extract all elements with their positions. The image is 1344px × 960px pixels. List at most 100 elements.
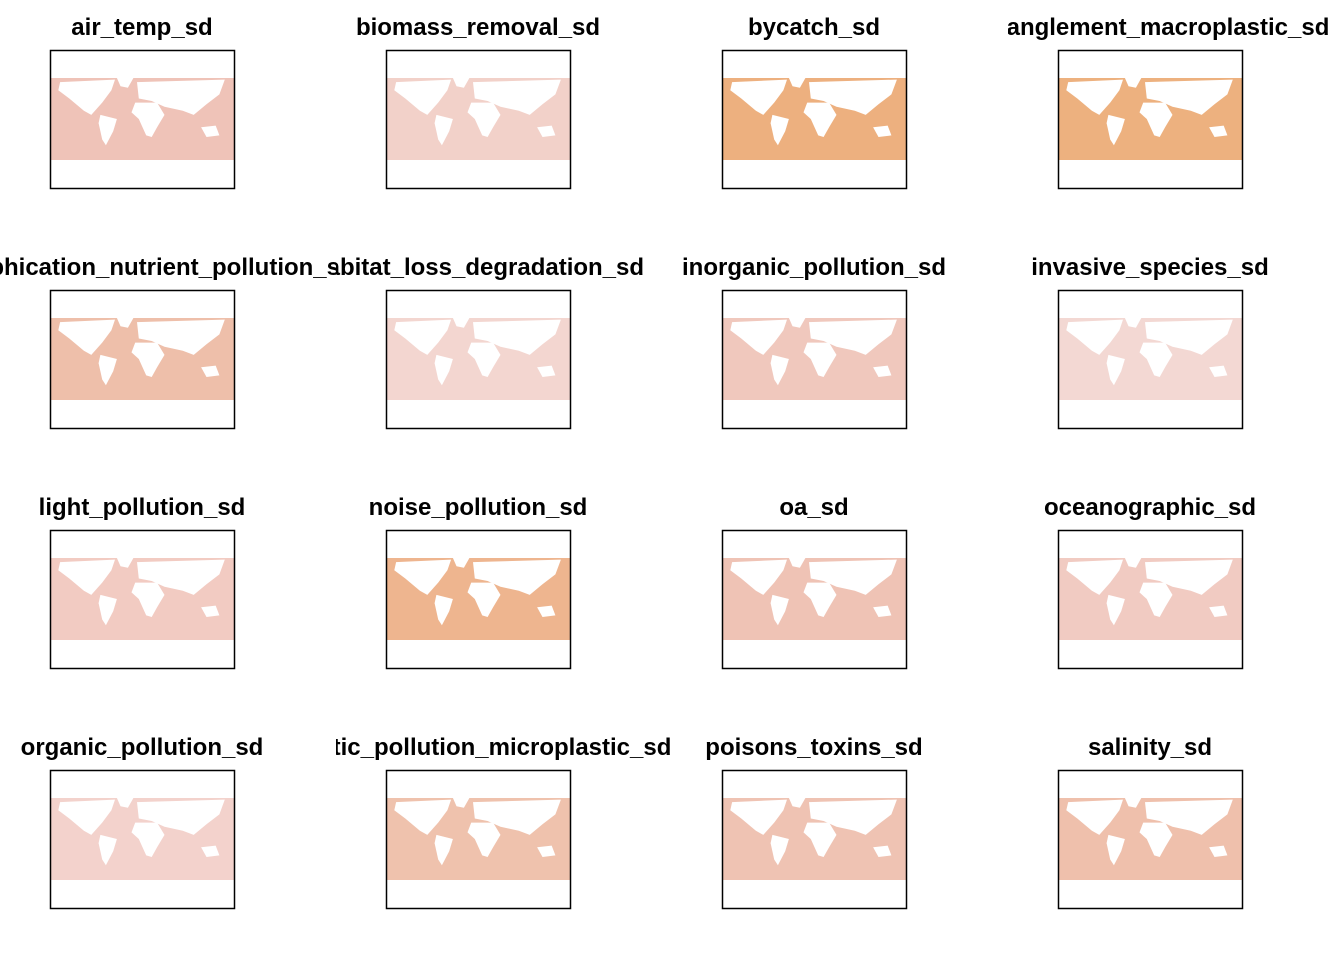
- map-panel: invasive_species_sd: [1031, 254, 1269, 430]
- panel-frame: [49, 529, 236, 670]
- land: [1124, 78, 1142, 88]
- land: [58, 559, 115, 595]
- land: [1145, 79, 1233, 115]
- panel-title: biomass_removal_sd: [356, 14, 600, 41]
- land: [788, 318, 806, 328]
- land: [452, 558, 470, 568]
- land: [1066, 79, 1123, 115]
- panel-title: habitat_loss_degradation_sd: [312, 254, 644, 281]
- land: [537, 365, 556, 377]
- land: [730, 799, 787, 835]
- land: [803, 342, 837, 377]
- land: [730, 559, 787, 595]
- panel-frame: [721, 529, 908, 670]
- land: [1139, 102, 1173, 137]
- land: [116, 78, 134, 88]
- panel-title: plastic_pollution_microplastic_sd: [285, 734, 672, 761]
- map-panel: habitat_loss_degradation_sd: [312, 254, 644, 430]
- land: [1145, 319, 1233, 355]
- panel-title: bycatch_sd: [748, 14, 880, 41]
- land: [137, 79, 225, 115]
- panel-frame: [1057, 529, 1244, 670]
- panel-title: invasive_species_sd: [1031, 254, 1269, 281]
- land: [770, 114, 789, 146]
- land: [1106, 354, 1125, 386]
- land: [201, 605, 220, 617]
- panel-frame: [1057, 289, 1244, 430]
- land: [809, 319, 897, 355]
- land: [137, 559, 225, 595]
- map-panel: plastic_pollution_microplastic_sd: [285, 734, 672, 910]
- land: [452, 78, 470, 88]
- land: [1139, 822, 1173, 857]
- land: [1209, 605, 1228, 617]
- land: [58, 319, 115, 355]
- panel-title: poisons_toxins_sd: [705, 734, 922, 761]
- land: [809, 559, 897, 595]
- land: [1124, 558, 1142, 568]
- land: [1145, 559, 1233, 595]
- land: [788, 558, 806, 568]
- panel-frame: [721, 769, 908, 910]
- land: [58, 799, 115, 835]
- land: [537, 125, 556, 137]
- land: [434, 594, 453, 626]
- map-panel: oa_sd: [721, 494, 908, 670]
- panel-title: noise_pollution_sd: [369, 494, 588, 521]
- land: [116, 558, 134, 568]
- land: [730, 319, 787, 355]
- land: [467, 582, 501, 617]
- map-panel: organic_pollution_sd: [21, 734, 263, 910]
- land: [770, 834, 789, 866]
- land: [467, 102, 501, 137]
- panel-frame: [385, 289, 572, 430]
- panel-title: entanglement_macroplastic_sd: [971, 14, 1330, 41]
- land: [1066, 799, 1123, 835]
- land: [730, 79, 787, 115]
- land: [788, 798, 806, 808]
- land: [394, 79, 452, 115]
- land: [473, 79, 561, 115]
- land: [467, 822, 501, 857]
- land: [201, 365, 220, 377]
- map-panel: noise_pollution_sd: [369, 494, 588, 670]
- land: [1209, 125, 1228, 137]
- panel-frame: [49, 49, 236, 190]
- land: [873, 845, 892, 857]
- panel-frame: [385, 49, 572, 190]
- map-panel: oceanographic_sd: [1044, 494, 1256, 670]
- panel-title: eutrophication_nutrient_pollution_sd: [0, 254, 355, 281]
- land: [116, 798, 134, 808]
- land: [131, 822, 165, 857]
- map-panel: inorganic_pollution_sd: [682, 254, 946, 430]
- land: [98, 354, 117, 386]
- map-panel: poisons_toxins_sd: [705, 734, 923, 910]
- panel-frame: [385, 529, 572, 670]
- panel-title: oceanographic_sd: [1044, 494, 1256, 521]
- land: [873, 365, 892, 377]
- land: [473, 319, 561, 355]
- land: [394, 559, 452, 595]
- land: [1066, 319, 1123, 355]
- map-panel: biomass_removal_sd: [356, 14, 600, 190]
- land: [803, 582, 837, 617]
- panel-title: oa_sd: [779, 494, 848, 521]
- land: [98, 114, 117, 146]
- land: [770, 594, 789, 626]
- land: [537, 845, 556, 857]
- land: [1124, 318, 1142, 328]
- panel-frame: [49, 289, 236, 430]
- land: [809, 79, 897, 115]
- land: [1066, 559, 1123, 595]
- panel-title: air_temp_sd: [71, 14, 212, 41]
- panel-frame: [721, 289, 908, 430]
- map-panel: entanglement_macroplastic_sd: [971, 14, 1330, 190]
- land: [803, 822, 837, 857]
- land: [1106, 114, 1125, 146]
- land: [434, 834, 453, 866]
- land: [473, 799, 561, 835]
- land: [1145, 799, 1233, 835]
- land: [467, 342, 501, 377]
